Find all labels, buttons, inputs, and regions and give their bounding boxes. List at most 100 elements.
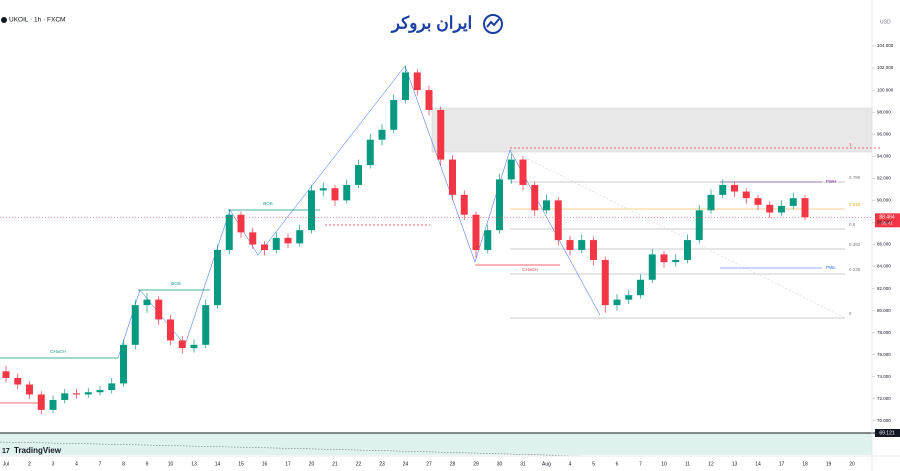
x-tick-label: 13 (191, 461, 197, 467)
candle-body (449, 159, 456, 195)
y-tick-label: 80.000 (877, 308, 891, 313)
candle-body (202, 305, 210, 345)
x-tick-label: 22 (356, 461, 362, 467)
x-tick-label: 18 (802, 461, 808, 467)
candle-body (49, 399, 57, 410)
x-tick-label: 20 (309, 461, 315, 467)
candle-body (648, 254, 656, 280)
x-tick-label: 10 (661, 461, 667, 467)
candle-body (131, 305, 139, 345)
y-tick-label: 86.000 (877, 242, 891, 247)
candle-body (554, 200, 562, 241)
candle-body (637, 279, 644, 296)
supply-zone (431, 107, 873, 153)
candle-body (261, 244, 268, 250)
y-tick-label: 88.000 (877, 220, 891, 225)
tv-mark: 17 (2, 448, 10, 455)
candle-body (296, 230, 304, 244)
candle-body (507, 159, 515, 180)
x-tick-label: 12 (708, 461, 714, 467)
fib-label: 0.236 (849, 267, 861, 272)
candle-body (601, 259, 609, 306)
logo-icon (483, 14, 503, 34)
annotation: CHoCH (50, 349, 66, 354)
candle-body (590, 240, 597, 260)
candle-body (343, 184, 351, 201)
candle-body (284, 237, 292, 244)
y-tick-label: 74.000 (877, 374, 891, 379)
x-tick-label: 8 (122, 461, 125, 467)
indicator-tag (875, 429, 900, 437)
candle-body (272, 237, 280, 250)
candle-body (319, 188, 327, 191)
logo-text: ایران بروکر (390, 13, 473, 33)
candle-body (754, 198, 762, 205)
candle-body (167, 319, 174, 341)
candle-body (801, 198, 809, 218)
candle-body (496, 179, 503, 231)
logo-icon (486, 18, 500, 28)
annotation: BOS (263, 201, 273, 206)
candle-body (766, 204, 774, 213)
candle-body (519, 159, 527, 185)
y-tick-label: 82.000 (877, 286, 891, 291)
candle-body (14, 377, 22, 385)
candle-body (660, 254, 668, 263)
fib-trend (509, 149, 846, 319)
annotation: CHoCH (522, 267, 538, 272)
annotation: PWH (826, 179, 837, 184)
candle-body (190, 344, 198, 349)
y-tick-label: 70.000 (877, 418, 891, 423)
fib-label: 0.5 (849, 222, 856, 227)
currency: USD (880, 19, 891, 25)
fib (509, 149, 846, 319)
candle-body (613, 299, 621, 306)
x-tick-label: 4 (75, 461, 78, 467)
candle-body (566, 240, 574, 250)
countdown: 06:41 (881, 220, 893, 225)
candle-body (390, 100, 398, 130)
x-tick-label: 24 (403, 461, 409, 467)
candle-body (484, 230, 492, 250)
y-tick-label: 84.000 (877, 264, 891, 269)
candle-body (249, 232, 257, 245)
x-tick-label: Aug (542, 461, 551, 467)
symbol-title: UKOIL · 1h · FXCM (9, 17, 65, 24)
y-tick-label: 100.000 (877, 87, 894, 92)
candle-body (778, 205, 785, 213)
candle-body (684, 240, 691, 260)
x-tick-label: 11 (685, 461, 690, 467)
x-tick-label: 6 (616, 461, 619, 467)
candle-body (731, 184, 738, 192)
candle-body (108, 383, 116, 391)
candle-body (707, 194, 715, 211)
symbol-icon (1, 17, 7, 23)
x-tick-label: 4 (569, 461, 572, 467)
x-tick-label: 13 (732, 461, 738, 467)
candle-body (61, 393, 69, 400)
candle-body (366, 139, 374, 166)
fib-label: 0.382 (849, 242, 861, 247)
candle-body (437, 109, 445, 160)
candle-body (26, 384, 33, 395)
x-tick-label: 17 (285, 461, 291, 467)
y-tick-label: 90.000 (877, 198, 891, 203)
candle-body (672, 259, 680, 263)
candle-body (789, 198, 797, 206)
x-tick-label: 29 (473, 461, 479, 467)
candle-body (425, 90, 433, 110)
y-tick-label: 72.000 (877, 396, 891, 401)
candle-body (413, 72, 421, 91)
annotation: BOS (171, 281, 181, 286)
y-tick-label: 102.000 (877, 65, 894, 70)
x-tick-label: 7 (99, 461, 102, 467)
candle-body (96, 390, 104, 393)
candle-body (543, 200, 550, 211)
x-tick-label: 10 (168, 461, 174, 467)
fib-label: 0.786 (849, 175, 861, 180)
candle-body (578, 240, 586, 250)
annotation: PWL (826, 265, 836, 270)
candle-body (625, 295, 633, 300)
candle-body (2, 371, 10, 378)
